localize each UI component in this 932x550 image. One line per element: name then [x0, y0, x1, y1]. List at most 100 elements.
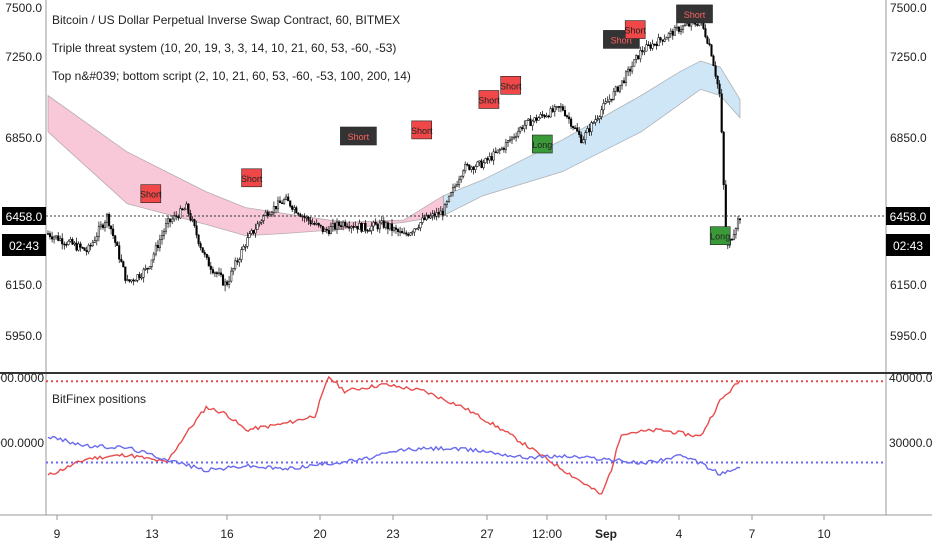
chart-legend: Bitcoin / US Dollar Perpetual Inverse Sw…: [52, 13, 411, 83]
candle-body: [578, 130, 581, 135]
signal-label-short[interactable]: Short: [340, 126, 377, 146]
candle-body: [447, 195, 451, 202]
candle-body: [647, 44, 650, 46]
candle-body: [490, 156, 493, 161]
positions-tick-label: 30000.0000: [889, 436, 932, 450]
price-tick-label: 5950.0: [5, 329, 42, 343]
candle-body: [148, 266, 151, 269]
candle-body: [441, 210, 444, 216]
candle-body: [350, 226, 353, 229]
price-pane[interactable]: ShortShortShortShortShortShortShortShort…: [46, 0, 886, 372]
candle-body: [631, 66, 634, 72]
signal-label-short[interactable]: Short: [241, 168, 263, 188]
candle-body: [525, 120, 528, 126]
x-tick-label: 9: [54, 527, 61, 541]
price-tick-label: 6150.0: [5, 278, 42, 292]
candle-body: [69, 239, 72, 242]
candle-body: [506, 140, 510, 143]
signal-layer: ShortShortShortShortShortShortShortShort…: [140, 4, 731, 245]
candle-body: [456, 184, 459, 187]
candle-body: [276, 200, 280, 210]
signal-label-long[interactable]: Long: [709, 226, 731, 245]
candle-body: [183, 208, 186, 211]
candle-body: [274, 206, 278, 210]
candle-body: [515, 136, 518, 138]
candle-body: [653, 43, 656, 46]
candle-body: [250, 230, 253, 234]
candle-body: [105, 213, 109, 223]
signal-label-short[interactable]: Short: [500, 76, 522, 95]
price-tick-label: 7250.0: [5, 50, 42, 64]
candle-body: [616, 86, 619, 92]
candle-body: [213, 272, 216, 274]
positions-series: [47, 375, 741, 495]
candle-body: [482, 162, 485, 168]
signal-label-short[interactable]: Short: [478, 90, 500, 109]
signal-label-short[interactable]: Short: [624, 20, 646, 39]
price-tick-label: 7250.0: [890, 50, 927, 64]
candle-body: [179, 208, 182, 219]
candle-body: [386, 222, 389, 230]
signal-label-long[interactable]: Long: [531, 134, 553, 154]
positions-title[interactable]: BitFinex positions: [52, 392, 146, 406]
signal-text: Long: [710, 232, 730, 242]
candle-body: [688, 23, 691, 27]
signal-label-short[interactable]: Short: [676, 4, 713, 24]
candle-body: [421, 217, 424, 223]
candle-body: [215, 272, 218, 275]
candle-body: [669, 30, 672, 34]
candle-body: [498, 149, 501, 151]
signal-box: [140, 184, 162, 203]
positions-ref-lines: [46, 380, 886, 464]
candle-body: [683, 24, 687, 27]
candle-body: [297, 212, 300, 215]
candle-body: [234, 260, 237, 269]
candle-body: [539, 114, 542, 119]
candle-body: [574, 127, 577, 130]
candle-body: [295, 207, 298, 214]
signal-label-short[interactable]: Short: [411, 120, 433, 140]
candle-body: [637, 55, 640, 60]
candle-layer: [46, 17, 742, 292]
candle-body: [639, 50, 642, 60]
positions-tick-label: 40000.0000: [0, 371, 44, 385]
candle-body: [71, 239, 74, 245]
candle-body: [681, 25, 685, 30]
candle-body: [543, 115, 546, 118]
signal-label-short[interactable]: Short: [140, 184, 162, 203]
candle-body: [712, 55, 715, 66]
candle-body: [321, 225, 324, 233]
indicator-2-label[interactable]: Top n&#039; bottom script (2, 10, 21, 60…: [52, 69, 411, 83]
candle-body: [126, 279, 129, 281]
candle-body: [187, 203, 190, 214]
candle-body: [130, 279, 133, 282]
candle-body: [319, 224, 322, 227]
candle-body: [73, 242, 76, 245]
candle-body: [535, 117, 538, 121]
candle-body: [307, 216, 310, 221]
candle-body: [248, 233, 251, 238]
candle-body: [570, 118, 573, 127]
candle-body: [238, 259, 241, 263]
candle-body: [462, 170, 465, 177]
candle-body: [716, 75, 719, 85]
candle-body: [458, 179, 461, 185]
candle-body: [372, 222, 375, 227]
candle-body: [618, 84, 621, 92]
candle-body: [602, 103, 605, 111]
candle-body: [661, 39, 664, 42]
candle-body: [494, 151, 497, 154]
candle-body: [142, 269, 145, 278]
candle-body: [209, 265, 212, 270]
candle-body: [708, 43, 711, 46]
candle-body: [435, 212, 438, 217]
candle-body: [85, 250, 88, 253]
indicator-1-label[interactable]: Triple threat system (10, 20, 19, 3, 3, …: [52, 41, 396, 55]
candle-body: [476, 161, 479, 167]
candle-body: [380, 220, 383, 224]
candle-body: [217, 272, 221, 275]
candle-body: [513, 136, 516, 139]
candle-body: [108, 213, 111, 227]
positions-pane[interactable]: BitFinex positions 40000.000030000.0000 …: [0, 371, 932, 495]
